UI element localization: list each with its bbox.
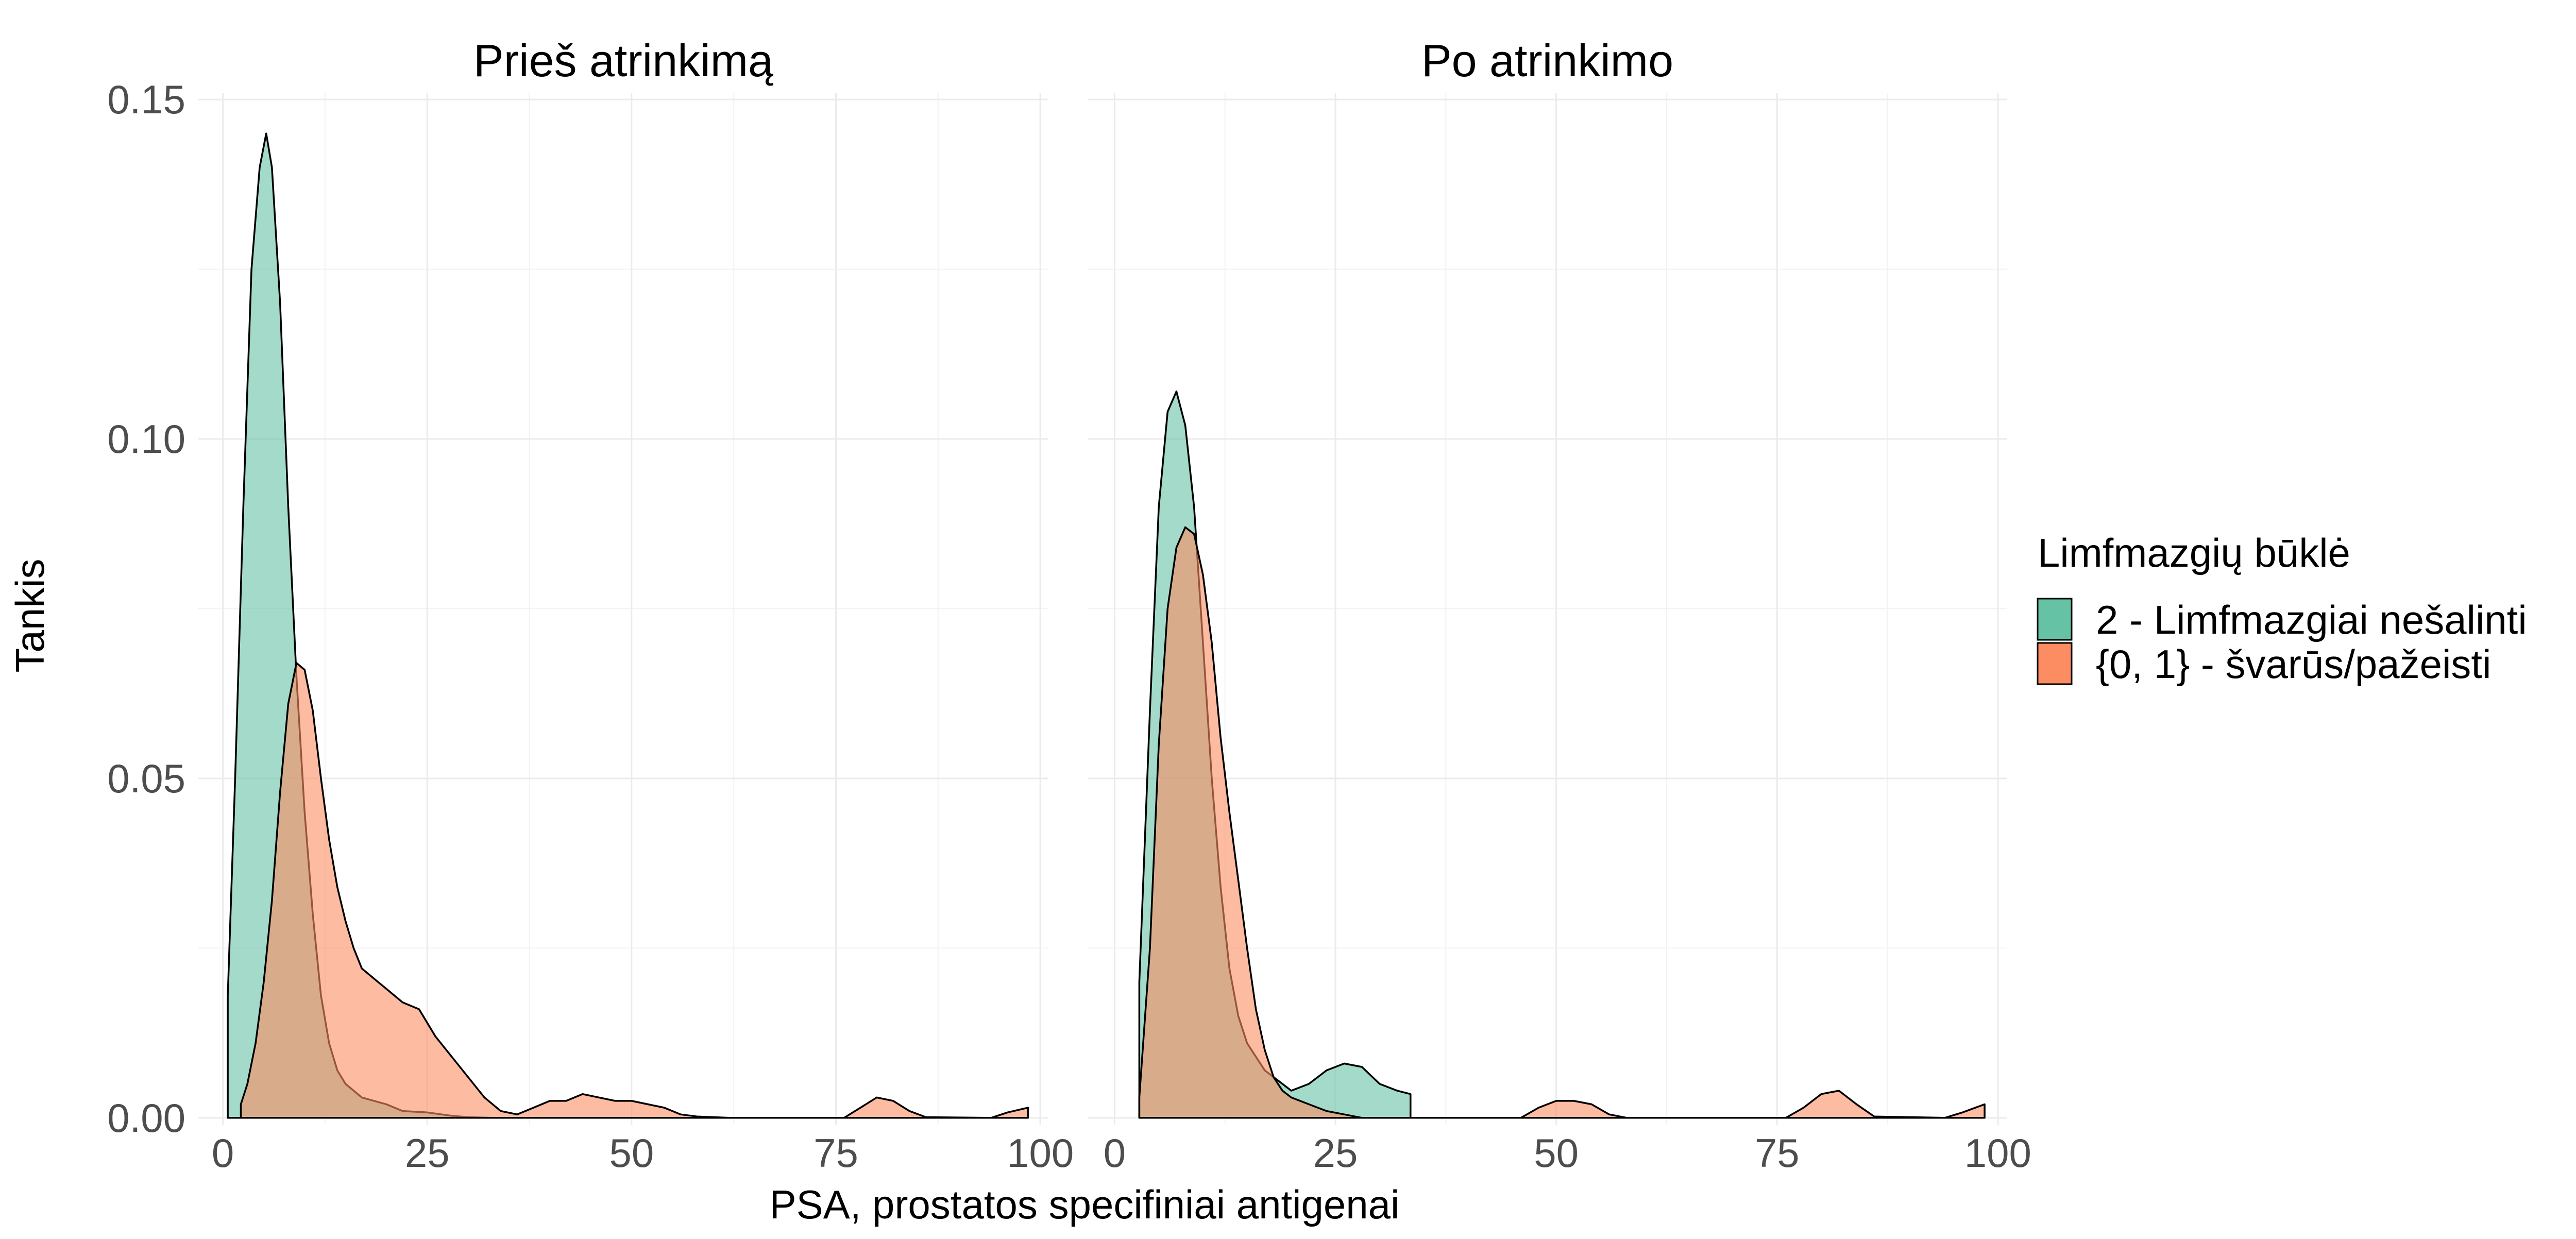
legend-key-1	[2037, 598, 2073, 641]
panel-title: Prieš atrinkimą	[473, 35, 773, 86]
panel-1: 0 25 50 75 100 Prieš atrinkimą	[198, 35, 1074, 1176]
panels-layer: 0.00 0.05 0.10 0.15 0 25 50 75 100 Prieš atrinkim…	[107, 35, 2031, 1176]
legend-label-2: {0, 1} - švarūs/pažeisti	[2096, 641, 2491, 687]
x-tick-label: 75	[814, 1130, 858, 1176]
density-area-svarus-pazeisti	[1138, 526, 1986, 1119]
panel-2: 0 25 50 75 100 Po atrinkimo	[1088, 35, 2031, 1176]
density-area-svarus-pazeisti	[240, 662, 1029, 1119]
y-tick-label: 0.15	[107, 77, 185, 122]
x-tick-label: 75	[1755, 1130, 1800, 1176]
legend-title: Limfmazgių būklė	[2038, 530, 2350, 575]
x-tick-label: 100	[1964, 1130, 2031, 1176]
x-tick-label: 25	[405, 1130, 450, 1176]
x-tick-label: 100	[1007, 1130, 1074, 1176]
x-axis-label: PSA, prostatos specifiniai antigenai	[770, 1182, 1400, 1227]
y-tick-label: 0.05	[107, 756, 185, 801]
y-tick-label: 0.10	[107, 416, 185, 462]
panel-title: Po atrinkimo	[1421, 35, 1673, 86]
y-tick-label: 0.00	[107, 1095, 185, 1141]
x-tick-label: 0	[212, 1130, 234, 1176]
x-tick-label: 0	[1104, 1130, 1126, 1176]
legend-key-2	[2037, 642, 2073, 685]
x-tick-label: 50	[609, 1130, 654, 1176]
x-tick-label: 25	[1313, 1130, 1358, 1176]
legend-label-1: 2 - Limfmazgiai nešalinti	[2096, 597, 2527, 642]
legend: Limfmazgių būklė 2 - Limfmazgiai nešalin…	[2037, 530, 2527, 687]
x-tick-label: 50	[1534, 1130, 1579, 1176]
y-axis-label: Tankis	[7, 558, 53, 672]
